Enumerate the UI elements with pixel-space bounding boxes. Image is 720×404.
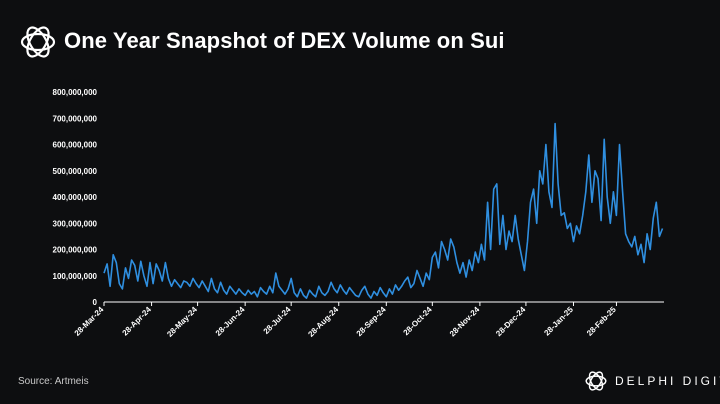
y-axis: 0 100,000,000 200,000,000 300,000,000 400,00… [53,88,98,307]
y-tick-label: 600,000,000 [53,141,98,150]
x-tick-label: 28-Oct-24 [402,305,435,338]
x-tick-label: 28-Feb-25 [585,305,618,338]
series-line-dex-volume [103,122,664,299]
x-tick-label: 28-Jul-24 [262,305,293,336]
delphi-logo-icon [20,26,56,58]
y-tick-label: 0 [93,298,98,307]
y-tick-label: 700,000,000 [53,114,98,123]
x-tick-label: 28-Mar-24 [73,305,106,338]
x-tick-label: 28-Sep-24 [355,305,388,338]
x-tick-label: 28-Jan-25 [542,305,575,338]
y-tick-label: 100,000,000 [53,272,98,281]
y-tick-label: 300,000,000 [53,219,98,228]
x-tick-label: 28-Aug-24 [306,305,340,339]
x-axis: 28-Mar-24 28-Apr-24 28-May-24 28-Jun-24 28-J… [73,302,618,339]
source-note: Source: Artmeis [18,376,89,387]
brand-name: DELPHI DIGITAL [615,374,720,388]
chart-title: One Year Snapshot of DEX Volume on Sui [64,28,505,53]
y-tick-label: 400,000,000 [53,193,98,202]
x-tick-label: 28-May-24 [165,305,199,339]
brand-mark: DELPHI DIGITAL [585,370,720,392]
x-tick-label: 28-Nov-24 [448,305,482,339]
x-tick-label: 28-Dec-24 [494,305,527,338]
y-tick-label: 500,000,000 [53,167,98,176]
delphi-brand-icon [585,371,607,391]
x-tick-label: 28-Jun-24 [214,305,247,338]
x-tick-label: 28-Apr-24 [121,305,154,338]
y-tick-label: 800,000,000 [53,88,98,97]
y-tick-label: 200,000,000 [53,246,98,255]
